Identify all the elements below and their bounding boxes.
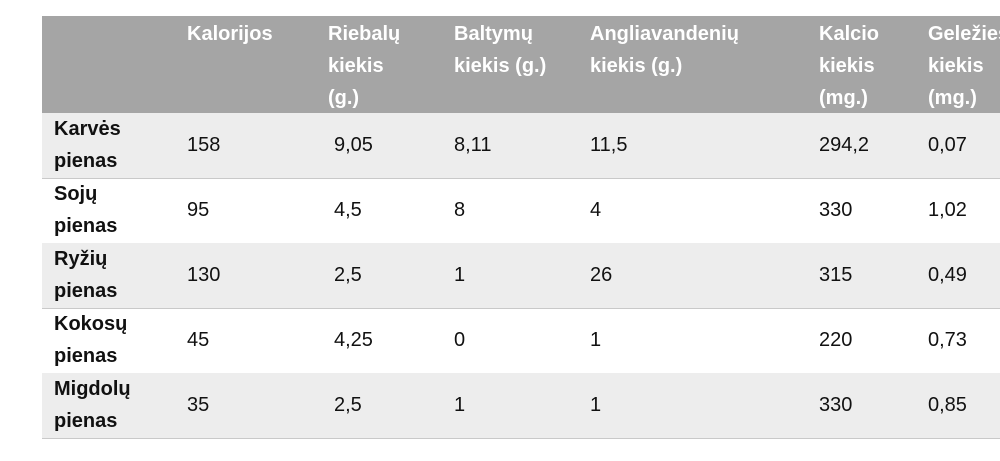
column-header: Angliavandenių kiekis (g.)	[590, 23, 739, 77]
column-header: Baltymų kiekis (g.)	[454, 23, 547, 77]
table-cell: 0,07	[928, 134, 967, 156]
table-cell: 1	[454, 264, 466, 286]
row-label: Ryžių pienas	[54, 248, 118, 302]
table-cell: 35	[187, 394, 210, 416]
table-cell: 1	[590, 394, 602, 416]
table-cell: 0,85	[928, 394, 967, 416]
row-label: Sojų pienas	[54, 183, 118, 237]
table-cell: 95	[187, 199, 210, 221]
table-cell: 4,5	[334, 199, 362, 221]
row-label: Kokosų pienas	[54, 313, 128, 367]
table-cell: 220	[819, 329, 853, 351]
table-cell: 0,73	[928, 329, 967, 351]
table-cell: 1,02	[928, 199, 967, 221]
table-row: Ryžių pienas 130 2,5 1 26 315 0,49	[42, 243, 1000, 309]
table-cell: 0	[454, 329, 466, 351]
table-cell: 8,11	[454, 134, 492, 156]
table-cell: 158	[187, 134, 221, 156]
table-cell: 45	[187, 329, 210, 351]
column-header: Geležies kiekis (mg.)	[928, 23, 1000, 109]
table-cell: 330	[819, 394, 853, 416]
table-cell: 0,49	[928, 264, 967, 286]
column-header: Riebalų kiekis (g.)	[328, 23, 401, 109]
table-row: Migdolų pienas 35 2,5 1 1 330 0,85	[42, 373, 1000, 439]
table-cell: 330	[819, 199, 853, 221]
table-row: Kokosų pienas 45 4,25 0 1 220 0,73	[42, 308, 1000, 374]
column-header: Kalorijos	[187, 23, 273, 45]
table-cell: 294,2	[819, 134, 870, 156]
table-cell: 4	[590, 199, 602, 221]
table-cell: 2,5	[334, 394, 362, 416]
table-cell: 130	[187, 264, 221, 286]
column-header: Kalcio kiekis (mg.)	[819, 23, 880, 109]
table-row: Sojų pienas 95 4,5 8 4 330 1,02	[42, 178, 1000, 244]
table-cell: 315	[819, 264, 853, 286]
row-label: Migdolų pienas	[54, 378, 131, 432]
table-cell: 9,05	[334, 134, 373, 156]
table-cell: 1	[454, 394, 466, 416]
table-row: Karvės pienas 158 9,05 8,11 11,5 294,2 0,07	[42, 113, 1000, 179]
table-header: Kalorijos Riebalų kiekis (g.) Baltymų kiek…	[42, 16, 1000, 113]
table-cell: 4,25	[334, 329, 373, 351]
table-cell: 26	[590, 264, 613, 286]
table-cell: 2,5	[334, 264, 362, 286]
table-cell: 8	[454, 199, 466, 221]
row-label: Karvės pienas	[54, 118, 121, 172]
table-cell: 11,5	[590, 134, 628, 156]
table-cell: 1	[590, 329, 602, 351]
